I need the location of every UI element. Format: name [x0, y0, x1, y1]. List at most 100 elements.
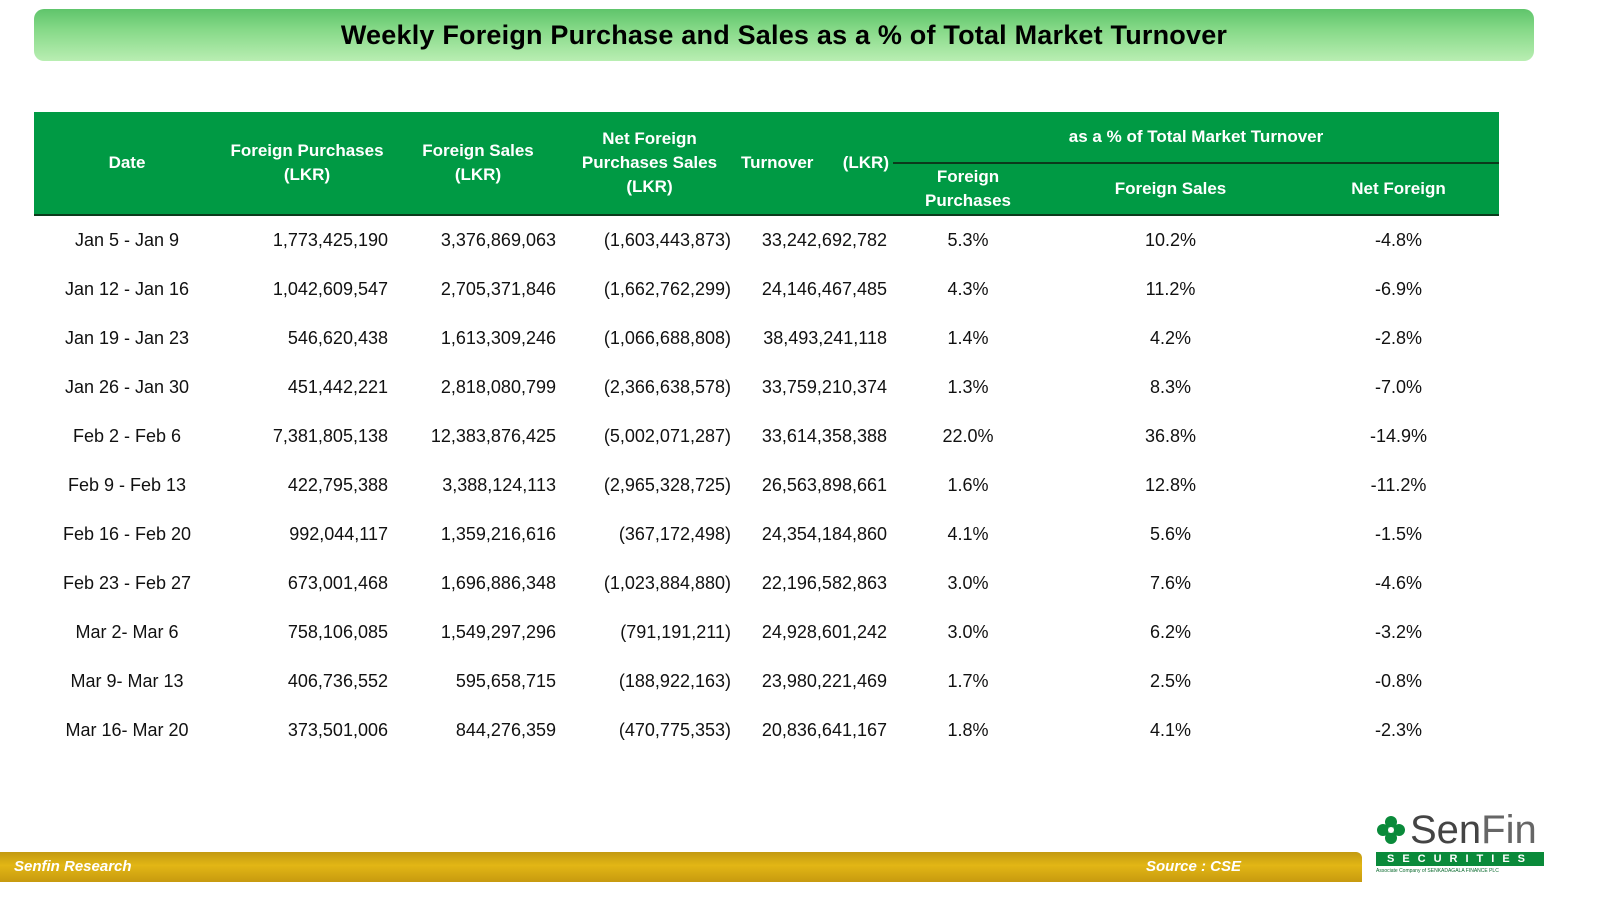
cell-net-foreign: (2,965,328,725): [603, 475, 731, 495]
cell-pct-net-foreign: -4.6%: [1375, 573, 1423, 593]
cell-pct-net-foreign: -0.8%: [1375, 671, 1423, 691]
cell-foreign-purchases: 1,042,609,547: [272, 279, 388, 299]
logo-wordmark: SenFin: [1410, 808, 1537, 852]
table-row: Mar 16- Mar 20 373,501,006 844,276,359 (470…: [34, 706, 1499, 755]
cell-turnover: 24,146,467,485: [761, 279, 887, 299]
cell-turnover: 33,242,692,782: [761, 230, 887, 250]
cell-pct-foreign-purchases: 3.0%: [947, 622, 989, 642]
cell-pct-net-foreign: -2.3%: [1375, 720, 1423, 740]
cell-net-foreign: (367,172,498): [618, 524, 731, 544]
cell-foreign-sales: 1,549,297,296: [440, 622, 556, 642]
cell-date: Feb 23 - Feb 27: [62, 573, 192, 593]
header-turnover-label: Turnover: [741, 153, 814, 172]
table-row: Jan 5 - Jan 9 1,773,425,190 3,376,869,063 (…: [34, 215, 1499, 265]
table-row: Mar 9- Mar 13 406,736,552 595,658,715 (188,…: [34, 657, 1499, 706]
turnover-table: Date Foreign Purchases (LKR) Foreign Sal…: [34, 112, 1500, 755]
cell-pct-foreign-purchases: 1.6%: [947, 475, 989, 495]
header-foreign-purchases: Foreign Purchases (LKR): [220, 112, 394, 216]
cell-pct-foreign-sales: 10.2%: [1144, 230, 1197, 250]
table-body: Jan 5 - Jan 9 1,773,425,190 3,376,869,063 (…: [34, 215, 1499, 755]
cell-net-foreign: (188,922,163): [618, 671, 731, 691]
cell-turnover: 33,614,358,388: [761, 426, 887, 446]
cell-foreign-purchases: 406,736,552: [287, 671, 388, 691]
header-pct-foreign-sales: Foreign Sales: [1043, 163, 1298, 216]
cell-date: Feb 9 - Feb 13: [67, 475, 187, 495]
table-row: Jan 19 - Jan 23 546,620,438 1,613,309,246 (…: [34, 314, 1499, 363]
footer-research-label: Senfin Research: [14, 858, 132, 875]
cell-pct-foreign-sales: 11.2%: [1145, 279, 1196, 299]
cell-foreign-sales: 1,359,216,616: [440, 524, 556, 544]
header-net-foreign: Net Foreign Purchases Sales (LKR): [562, 112, 737, 216]
cell-turnover: 24,354,184,860: [761, 524, 887, 544]
cell-pct-net-foreign: -1.5%: [1375, 524, 1423, 544]
cell-date: Jan 12 - Jan 16: [64, 279, 190, 299]
header-date: Date: [34, 112, 220, 216]
table-row: Jan 12 - Jan 16 1,042,609,547 2,705,371,84…: [34, 265, 1499, 314]
cell-date: Jan 19 - Jan 23: [64, 328, 190, 348]
cell-foreign-purchases: 422,795,388: [287, 475, 388, 495]
cell-net-foreign: (2,366,638,578): [603, 377, 731, 397]
cell-pct-foreign-sales: 5.6%: [1149, 524, 1192, 544]
cell-pct-net-foreign: -2.8%: [1375, 328, 1423, 348]
footer-bar: Senfin Research Source : CSE: [0, 852, 1362, 882]
cell-net-foreign: (5,002,071,287): [603, 426, 731, 446]
header-foreign-sales: Foreign Sales (LKR): [394, 112, 562, 216]
cell-net-foreign: (1,603,443,873): [603, 230, 731, 250]
cell-pct-net-foreign: -4.8%: [1375, 230, 1423, 250]
cell-date: Mar 2- Mar 6: [75, 622, 179, 642]
table-row: Mar 2- Mar 6 758,106,085 1,549,297,296 (791…: [34, 608, 1499, 657]
cell-net-foreign: (1,662,762,299): [603, 279, 731, 299]
cell-foreign-sales: 595,658,715: [455, 671, 556, 691]
header-pct-net-foreign: Net Foreign: [1298, 163, 1500, 216]
cell-pct-foreign-purchases: 1.7%: [947, 671, 989, 691]
cell-pct-net-foreign: -11.2%: [1370, 475, 1427, 495]
cell-pct-foreign-purchases: 1.4%: [947, 328, 989, 348]
cell-foreign-sales: 3,376,869,063: [440, 230, 556, 250]
cell-turnover: 24,928,601,242: [761, 622, 887, 642]
table-row: Feb 2 - Feb 6 7,381,805,138 12,383,876,425…: [34, 412, 1499, 461]
cell-pct-net-foreign: -6.9%: [1375, 279, 1423, 299]
cell-date: Feb 2 - Feb 6: [72, 426, 182, 446]
cell-turnover: 20,836,641,167: [761, 720, 887, 740]
cell-date: Mar 9- Mar 13: [70, 671, 184, 691]
cell-foreign-purchases: 758,106,085: [287, 622, 388, 642]
header-pct-foreign-purchases: Foreign Purchases: [893, 163, 1043, 216]
cell-pct-foreign-sales: 36.8%: [1144, 426, 1197, 446]
cell-pct-net-foreign: -14.9%: [1369, 426, 1428, 446]
header-pct-group: as a % of Total Market Turnover: [893, 112, 1500, 164]
table-header: Date Foreign Purchases (LKR) Foreign Sal…: [34, 112, 1500, 216]
cell-foreign-purchases: 1,773,425,190: [272, 230, 388, 250]
cell-foreign-sales: 3,388,124,113: [442, 475, 556, 495]
cell-date: Jan 26 - Jan 30: [64, 377, 190, 397]
cell-foreign-purchases: 546,620,438: [287, 328, 388, 348]
cell-pct-net-foreign: -3.2%: [1375, 622, 1423, 642]
header-turnover-unit: (LKR): [842, 153, 889, 172]
cell-pct-foreign-sales: 7.6%: [1149, 573, 1192, 593]
cell-date: Feb 16 - Feb 20: [62, 524, 192, 544]
cell-foreign-purchases: 373,501,006: [287, 720, 388, 740]
cell-pct-foreign-purchases: 5.3%: [947, 230, 989, 250]
cell-pct-foreign-sales: 4.2%: [1149, 328, 1192, 348]
title-banner: Weekly Foreign Purchase and Sales as a %…: [34, 9, 1534, 61]
logo-sen: Sen: [1410, 808, 1482, 852]
cell-net-foreign: (1,066,688,808): [603, 328, 731, 348]
cell-date: Mar 16- Mar 20: [65, 720, 189, 740]
cell-pct-foreign-purchases: 4.3%: [947, 279, 989, 299]
cell-foreign-sales: 2,705,371,846: [440, 279, 556, 299]
cell-pct-foreign-purchases: 22.0%: [942, 426, 994, 446]
cell-pct-foreign-purchases: 1.3%: [947, 377, 989, 397]
cell-foreign-purchases: 992,044,117: [289, 524, 388, 544]
page-title: Weekly Foreign Purchase and Sales as a %…: [340, 19, 1228, 50]
table-row: Feb 16 - Feb 20 992,044,117 1,359,216,616 (…: [34, 510, 1499, 559]
cell-pct-foreign-purchases: 3.0%: [947, 573, 989, 593]
cell-foreign-sales: 1,696,886,348: [440, 573, 556, 593]
cell-foreign-sales: 1,613,309,246: [440, 328, 556, 348]
cell-pct-foreign-sales: 4.1%: [1149, 720, 1192, 740]
cell-foreign-sales: 12,383,876,425: [430, 426, 556, 446]
cell-pct-foreign-sales: 6.2%: [1149, 622, 1192, 642]
cell-pct-foreign-sales: 2.5%: [1149, 671, 1192, 691]
clover-icon: [1377, 816, 1405, 844]
logo-tagline: Associate Company of SENKADAGALA FINANCE…: [1376, 868, 1499, 874]
cell-turnover: 38,493,241,118: [763, 328, 887, 348]
cell-foreign-purchases: 673,001,468: [287, 573, 388, 593]
